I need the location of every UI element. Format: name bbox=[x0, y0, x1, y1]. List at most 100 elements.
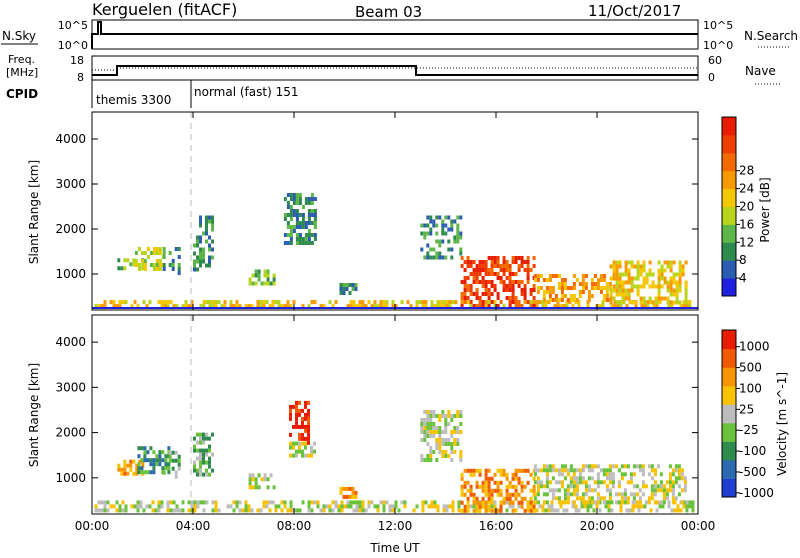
range-cell bbox=[283, 504, 287, 509]
range-cell bbox=[688, 500, 692, 505]
range-cell bbox=[669, 280, 673, 285]
range-cell bbox=[541, 300, 545, 305]
range-cell bbox=[459, 422, 463, 426]
range-cell bbox=[298, 408, 301, 413]
range-cell bbox=[257, 473, 261, 478]
range-cell bbox=[551, 286, 555, 290]
range-cell bbox=[169, 300, 173, 305]
range-cell bbox=[214, 300, 218, 305]
range-cell bbox=[196, 448, 199, 453]
range-cell bbox=[100, 508, 104, 513]
range-cell bbox=[136, 304, 140, 309]
range-cell bbox=[266, 485, 270, 490]
range-cell bbox=[426, 422, 430, 426]
range-cell bbox=[484, 508, 488, 513]
range-cell bbox=[196, 500, 200, 505]
range-cell bbox=[548, 274, 552, 278]
range-cell bbox=[678, 276, 682, 281]
range-cell bbox=[304, 233, 308, 237]
range-cell bbox=[541, 508, 545, 513]
range-cell bbox=[453, 414, 457, 418]
range-cell bbox=[298, 201, 302, 205]
range-cell bbox=[671, 468, 675, 473]
range-cell bbox=[202, 247, 205, 252]
range-cell bbox=[426, 426, 430, 430]
range-cell bbox=[529, 504, 533, 509]
range-cell bbox=[623, 500, 627, 505]
range-cell bbox=[484, 500, 488, 505]
range-cell bbox=[665, 496, 669, 501]
range-cell bbox=[444, 426, 448, 430]
range-cell bbox=[533, 472, 537, 477]
range-cell bbox=[459, 247, 463, 252]
range-cell bbox=[307, 197, 311, 201]
range-cell bbox=[593, 274, 597, 278]
range-cell bbox=[581, 278, 585, 282]
range-cell bbox=[301, 432, 304, 437]
range-cell bbox=[196, 267, 199, 272]
range-cell bbox=[685, 500, 689, 505]
range-cell bbox=[487, 504, 491, 509]
range-cell bbox=[121, 508, 125, 513]
range-cell bbox=[223, 300, 227, 305]
range-cell bbox=[208, 263, 211, 268]
range-cell bbox=[615, 300, 619, 305]
range-cell bbox=[158, 458, 162, 463]
range-cell bbox=[548, 278, 552, 282]
range-cell bbox=[677, 476, 681, 481]
range-cell bbox=[118, 508, 122, 513]
range-cell bbox=[584, 286, 588, 290]
range-cell bbox=[469, 492, 473, 497]
range-cell bbox=[205, 263, 208, 268]
range-cell bbox=[310, 449, 313, 454]
range-cell bbox=[423, 418, 427, 422]
range-cell bbox=[472, 280, 476, 284]
range-cell bbox=[499, 300, 503, 304]
range-cell bbox=[616, 304, 620, 309]
range-cell bbox=[617, 480, 621, 485]
range-cell bbox=[667, 504, 671, 509]
range-cell bbox=[451, 504, 455, 509]
range-cell bbox=[575, 480, 579, 485]
range-cell bbox=[563, 500, 567, 505]
range-cell bbox=[298, 193, 302, 197]
range-cell bbox=[566, 500, 570, 505]
range-cell bbox=[545, 278, 549, 282]
range-cell bbox=[444, 454, 448, 458]
range-cell bbox=[586, 504, 590, 509]
range-cell bbox=[295, 400, 298, 405]
range-cell bbox=[199, 432, 202, 437]
range-cell bbox=[202, 255, 205, 260]
range-cell bbox=[460, 264, 464, 268]
range-cell bbox=[152, 267, 156, 271]
power-x-ticks bbox=[91, 112, 699, 310]
range-cell bbox=[208, 235, 211, 240]
range-cell bbox=[575, 278, 579, 282]
range-cell bbox=[289, 441, 292, 446]
range-cell bbox=[487, 268, 491, 272]
range-cell bbox=[684, 280, 688, 285]
range-cell bbox=[171, 263, 175, 267]
range-cell bbox=[459, 231, 463, 236]
range-cell bbox=[481, 260, 485, 264]
range-cell bbox=[578, 472, 582, 477]
range-cell bbox=[621, 288, 625, 293]
range-cell bbox=[167, 446, 171, 451]
range-cell bbox=[547, 508, 551, 513]
range-cell bbox=[647, 500, 651, 505]
range-cell bbox=[536, 278, 540, 282]
range-cell bbox=[607, 500, 611, 505]
range-cell bbox=[514, 496, 518, 501]
range-cell bbox=[514, 280, 518, 284]
range-cell bbox=[450, 255, 454, 260]
colorbar-tick-label: 16 bbox=[739, 217, 754, 231]
range-cell bbox=[662, 484, 666, 489]
colorbar-swatch bbox=[722, 459, 736, 479]
colorbar-swatch bbox=[722, 260, 736, 279]
range-cell bbox=[624, 288, 628, 293]
range-cell bbox=[120, 467, 124, 472]
range-cell bbox=[286, 300, 290, 305]
range-cell bbox=[581, 282, 585, 286]
range-cell bbox=[177, 462, 181, 467]
range-cell bbox=[487, 292, 491, 296]
